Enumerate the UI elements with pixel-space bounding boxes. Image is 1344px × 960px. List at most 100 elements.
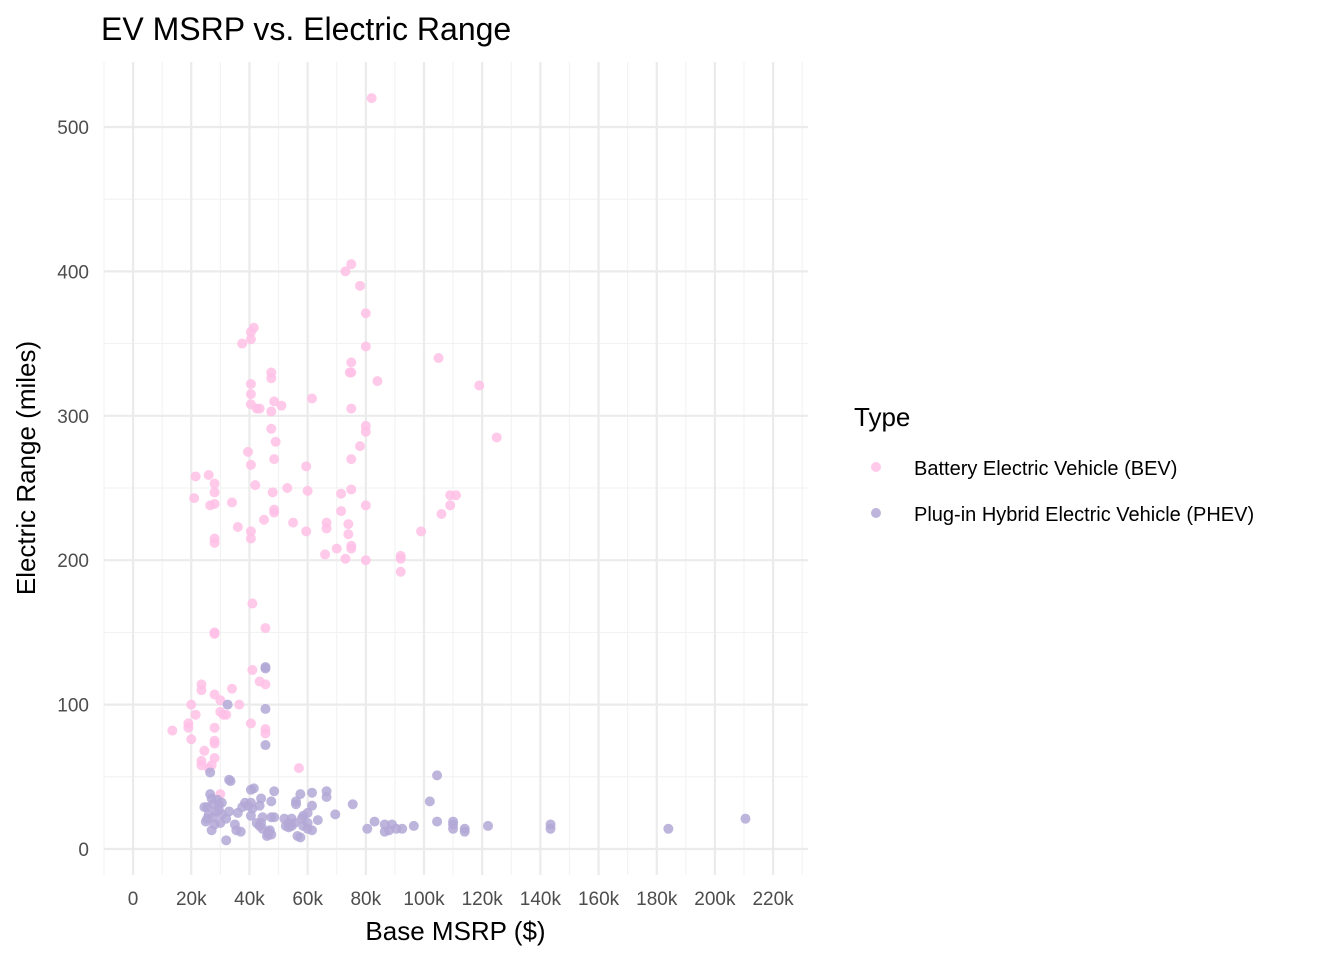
phev-point bbox=[307, 800, 317, 811]
bev-point bbox=[247, 664, 258, 675]
bev-point bbox=[360, 555, 371, 566]
x-tick-label: 120k bbox=[462, 889, 504, 910]
grid bbox=[103, 62, 808, 875]
bev-point bbox=[336, 506, 347, 517]
bev-point bbox=[355, 441, 365, 452]
y-axis-title: Electric Range (miles) bbox=[11, 341, 41, 595]
phev-point bbox=[291, 799, 301, 810]
bev-point bbox=[245, 533, 256, 544]
y-tick-label: 100 bbox=[57, 696, 89, 717]
bev-point bbox=[266, 423, 277, 434]
x-axis-title: Base MSRP ($) bbox=[365, 916, 545, 946]
bev-point bbox=[254, 403, 265, 414]
phev-point bbox=[483, 820, 493, 831]
bev-point bbox=[260, 728, 271, 739]
bev-point bbox=[269, 454, 280, 465]
bev-point bbox=[346, 484, 357, 495]
phev-point bbox=[232, 807, 243, 818]
bev-point bbox=[245, 718, 256, 729]
bev-point bbox=[227, 683, 237, 694]
phev-point bbox=[260, 663, 271, 674]
legend-key-phev bbox=[871, 508, 881, 518]
x-tick-label: 140k bbox=[520, 889, 562, 910]
phev-point bbox=[369, 816, 380, 827]
bev-point bbox=[416, 526, 427, 537]
y-tick-label: 500 bbox=[57, 118, 89, 139]
phev-point bbox=[307, 787, 317, 798]
bev-point bbox=[247, 598, 258, 609]
bev-point bbox=[259, 514, 269, 525]
bev-point bbox=[360, 500, 371, 511]
phev-point bbox=[397, 823, 408, 834]
y-tick-label: 0 bbox=[78, 840, 89, 861]
x-tick-label: 100k bbox=[403, 889, 445, 910]
bev-point bbox=[245, 389, 256, 400]
y-tick-label: 300 bbox=[57, 407, 89, 428]
bev-point bbox=[203, 469, 214, 480]
bev-point bbox=[250, 480, 261, 491]
x-tick-label: 220k bbox=[752, 889, 794, 910]
x-tick-label: 180k bbox=[636, 889, 678, 910]
bev-point bbox=[445, 490, 456, 501]
phev-point bbox=[269, 812, 280, 823]
bev-point bbox=[307, 393, 317, 404]
phev-point bbox=[205, 767, 216, 778]
bev-point bbox=[366, 93, 377, 104]
bev-point bbox=[343, 519, 354, 530]
bev-point bbox=[340, 266, 351, 277]
y-tick-label: 400 bbox=[57, 262, 89, 283]
bev-point bbox=[331, 543, 342, 554]
bev-point bbox=[234, 699, 245, 710]
bev-point bbox=[340, 553, 351, 564]
phev-point bbox=[312, 815, 323, 826]
phev-point bbox=[283, 822, 294, 833]
phev-point bbox=[307, 825, 317, 836]
bev-point bbox=[209, 722, 220, 733]
legend-label-bev: Battery Electric Vehicle (BEV) bbox=[914, 458, 1177, 480]
bev-point bbox=[491, 432, 502, 443]
phev-point bbox=[424, 796, 435, 807]
bev-point bbox=[276, 400, 287, 411]
bev-point bbox=[237, 338, 248, 349]
phev-point bbox=[269, 786, 280, 797]
bev-point bbox=[360, 308, 371, 319]
chart-title: EV MSRP vs. Electric Range bbox=[101, 11, 511, 47]
bev-point bbox=[321, 523, 332, 534]
bev-point bbox=[243, 446, 253, 457]
bev-point bbox=[190, 709, 201, 720]
bev-point bbox=[288, 517, 299, 528]
phev-point bbox=[321, 792, 332, 803]
phev-point bbox=[432, 770, 443, 781]
bev-point bbox=[433, 353, 444, 364]
bev-point bbox=[293, 763, 304, 774]
phev-point bbox=[266, 796, 277, 807]
bev-point bbox=[395, 566, 406, 577]
bev-point bbox=[196, 685, 207, 696]
bev-point bbox=[372, 376, 383, 387]
bev-point bbox=[344, 367, 355, 378]
x-tick-labels: 0 20k 40k 60k 80k 100k 120k 140k 160k 180k 200k 220… bbox=[128, 889, 794, 910]
phev-point bbox=[459, 826, 470, 837]
bev-point bbox=[302, 485, 313, 496]
bev-point bbox=[445, 500, 456, 511]
bev-point bbox=[301, 461, 312, 472]
phev-point bbox=[408, 820, 419, 831]
bev-point bbox=[245, 379, 256, 390]
bev-point bbox=[209, 738, 220, 749]
bev-point bbox=[346, 259, 357, 270]
data-points bbox=[167, 93, 751, 846]
bev-point bbox=[209, 487, 220, 498]
y-tick-labels: 0 100 200 300 400 500 bbox=[57, 118, 89, 861]
phev-point bbox=[663, 823, 674, 834]
bev-point bbox=[245, 459, 256, 470]
x-tick-label: 80k bbox=[350, 889, 381, 910]
bev-point bbox=[336, 488, 347, 499]
phev-point bbox=[330, 809, 341, 820]
phev-point bbox=[221, 835, 232, 846]
bev-point bbox=[360, 341, 371, 352]
phev-point bbox=[740, 813, 751, 824]
bev-point bbox=[209, 628, 220, 639]
phev-point bbox=[200, 816, 211, 827]
phev-point bbox=[545, 823, 556, 834]
